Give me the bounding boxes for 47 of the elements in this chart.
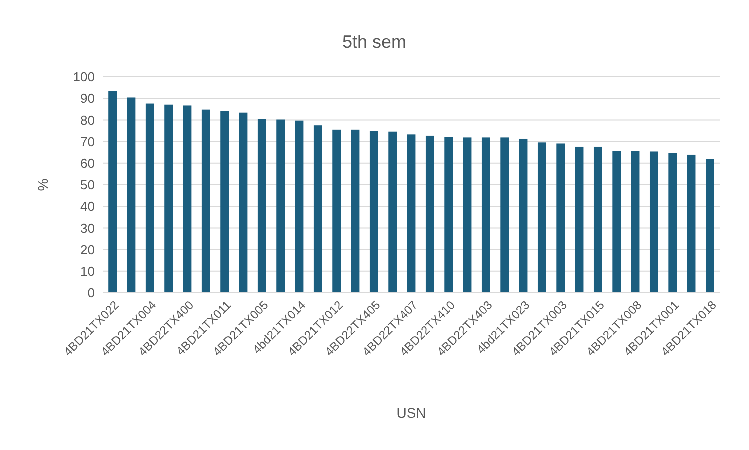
y-tick-label: 60: [80, 156, 95, 171]
bar: [276, 120, 286, 293]
y-tick-label: 100: [73, 70, 95, 85]
bar: [687, 154, 696, 293]
bar: [706, 159, 714, 293]
bar: [500, 138, 510, 293]
bar: [351, 130, 360, 293]
bar: [519, 138, 528, 293]
y-tick-label: 90: [80, 91, 95, 106]
bar: [127, 98, 136, 293]
bar: [650, 152, 658, 293]
bar: [239, 112, 248, 293]
bar: [463, 138, 472, 293]
bar: [388, 132, 398, 293]
y-tick-label: 80: [80, 112, 95, 128]
bar: [631, 151, 640, 293]
bar: [146, 104, 154, 293]
bar: [426, 136, 434, 293]
bar: [108, 91, 117, 293]
y-tick-label: 40: [80, 199, 95, 214]
bar: [220, 111, 230, 293]
y-tick-label: 10: [80, 264, 95, 279]
chart-title: 5th sem: [342, 32, 407, 52]
y-axis-title: %: [35, 178, 51, 192]
y-tick-label: 0: [88, 286, 95, 301]
bar: [164, 104, 174, 293]
bar: [314, 126, 322, 293]
bar: [575, 146, 584, 293]
bar: [556, 144, 566, 293]
bar: [332, 130, 342, 293]
bar: [594, 146, 602, 293]
y-tick-label: 30: [80, 220, 95, 236]
bar: [444, 137, 454, 293]
bar: [538, 142, 546, 293]
y-tick-label: 50: [80, 178, 95, 193]
bar: [668, 153, 678, 293]
bar: [482, 138, 490, 293]
bar: [612, 151, 622, 293]
bar: [295, 120, 304, 293]
bar: [202, 110, 210, 293]
bar: [407, 134, 416, 293]
bar: [370, 131, 378, 293]
bar: [183, 106, 192, 293]
x-axis-title: USN: [396, 405, 426, 421]
bar: [258, 119, 266, 293]
y-tick-label: 20: [80, 242, 95, 258]
y-tick-label: 70: [80, 134, 95, 150]
